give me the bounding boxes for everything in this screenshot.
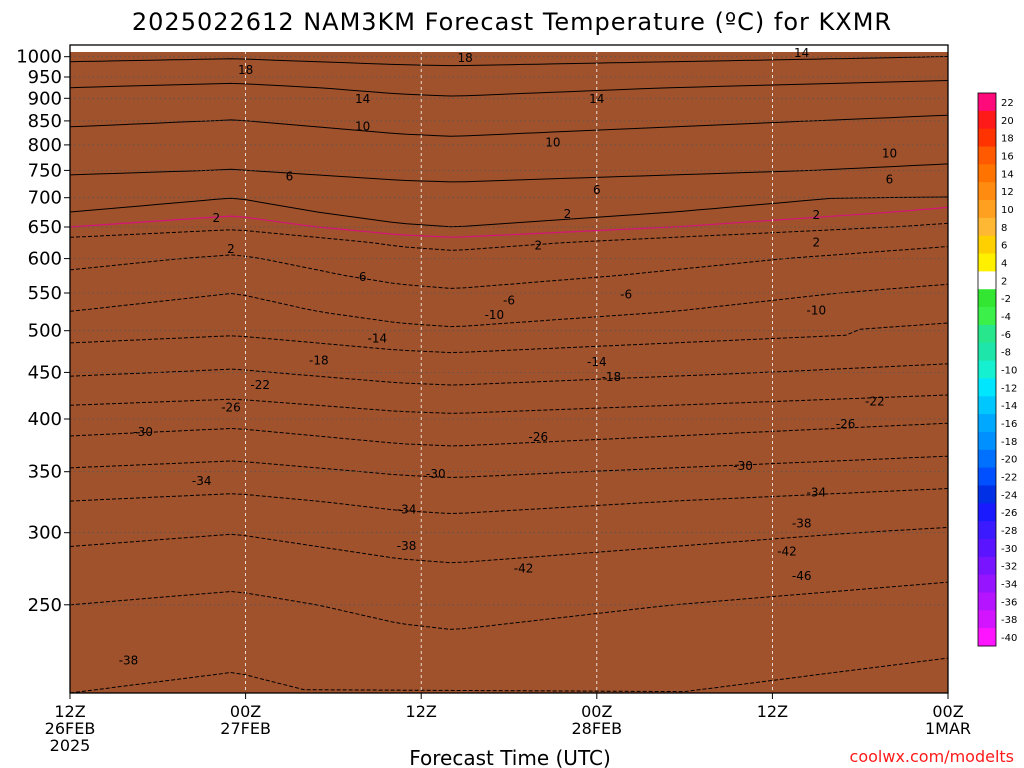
plot-area: -38-42-46-38 -42-38-34-34 -30-34-30-30 -26-… — [69, 44, 949, 694]
chart-title: 2025022612 NAM3KM Forecast Temperature (… — [132, 8, 892, 36]
